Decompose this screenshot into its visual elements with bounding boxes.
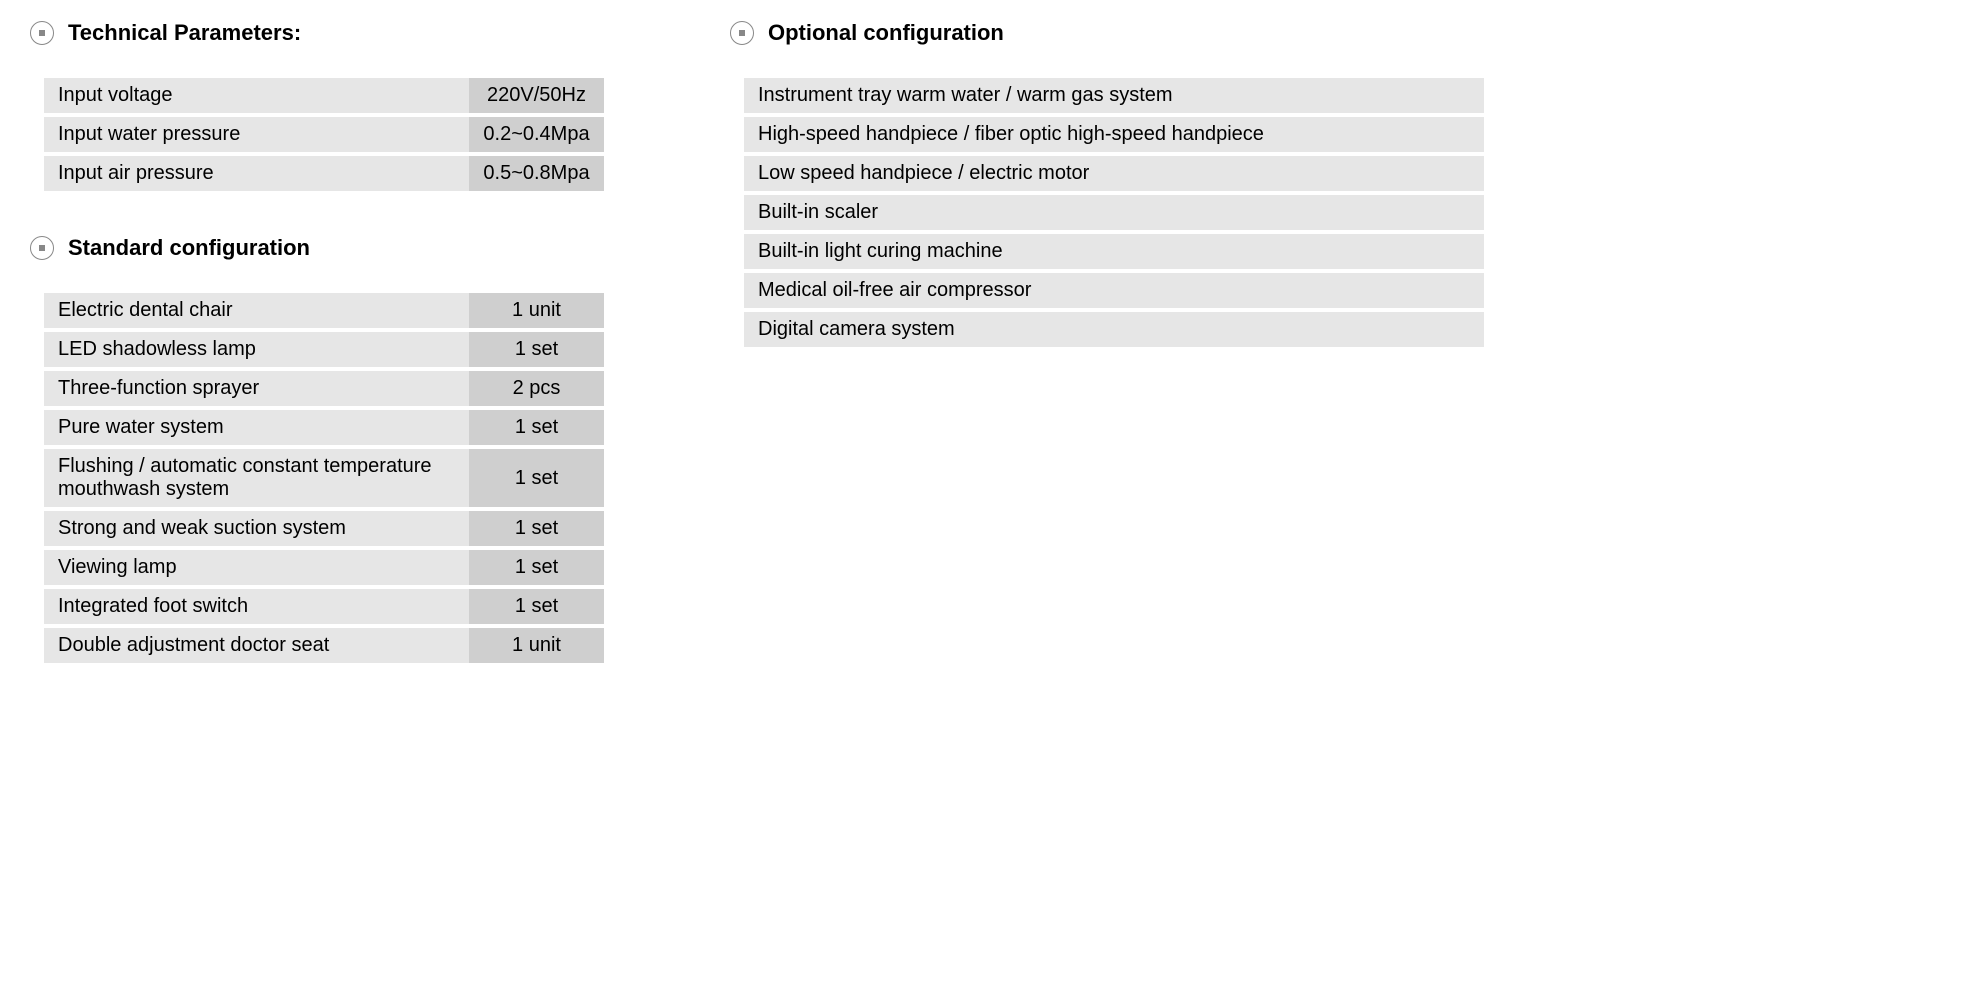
standard-row: LED shadowless lamp1 set bbox=[44, 332, 604, 367]
technical-label: Input air pressure bbox=[44, 156, 469, 191]
technical-row: Input air pressure0.5~0.8Mpa bbox=[44, 156, 604, 191]
technical-label: Input water pressure bbox=[44, 117, 469, 152]
standard-value: 1 set bbox=[469, 332, 604, 367]
standard-row: Integrated foot switch1 set bbox=[44, 589, 604, 624]
bullet-icon bbox=[30, 236, 54, 260]
standard-label: LED shadowless lamp bbox=[44, 332, 469, 367]
optional-item: Low speed handpiece / electric motor bbox=[744, 156, 1484, 191]
technical-value: 0.5~0.8Mpa bbox=[469, 156, 604, 191]
standard-label: Electric dental chair bbox=[44, 293, 469, 328]
optional-row: High-speed handpiece / fiber optic high-… bbox=[744, 117, 1484, 152]
standard-label: Viewing lamp bbox=[44, 550, 469, 585]
standard-value: 1 set bbox=[469, 589, 604, 624]
optional-row: Low speed handpiece / electric motor bbox=[744, 156, 1484, 191]
bullet-icon bbox=[30, 21, 54, 45]
standard-value: 1 set bbox=[469, 410, 604, 445]
optional-title: Optional configuration bbox=[768, 20, 1004, 46]
optional-row: Built-in scaler bbox=[744, 195, 1484, 230]
standard-row: Flushing / automatic constant temperatur… bbox=[44, 449, 604, 507]
optional-item: Built-in scaler bbox=[744, 195, 1484, 230]
section-header: Optional configuration bbox=[730, 20, 1470, 46]
standard-row: Pure water system1 set bbox=[44, 410, 604, 445]
standard-value: 1 unit bbox=[469, 628, 604, 663]
standard-value: 1 set bbox=[469, 550, 604, 585]
technical-label: Input voltage bbox=[44, 78, 469, 113]
section-header: Standard configuration bbox=[30, 235, 590, 261]
page: Technical Parameters: Input voltage220V/… bbox=[30, 20, 1949, 707]
right-column: Optional configuration Instrument tray w… bbox=[730, 20, 1470, 707]
technical-table: Input voltage220V/50HzInput water pressu… bbox=[44, 74, 604, 195]
technical-value: 220V/50Hz bbox=[469, 78, 604, 113]
optional-row: Built-in light curing machine bbox=[744, 234, 1484, 269]
optional-item: Digital camera system bbox=[744, 312, 1484, 347]
standard-value: 2 pcs bbox=[469, 371, 604, 406]
standard-config-section: Standard configuration Electric dental c… bbox=[30, 235, 590, 667]
technical-value: 0.2~0.4Mpa bbox=[469, 117, 604, 152]
standard-row: Electric dental chair1 unit bbox=[44, 293, 604, 328]
technical-row: Input water pressure0.2~0.4Mpa bbox=[44, 117, 604, 152]
technical-parameters-section: Technical Parameters: Input voltage220V/… bbox=[30, 20, 590, 195]
left-column: Technical Parameters: Input voltage220V/… bbox=[30, 20, 590, 707]
standard-row: Double adjustment doctor seat1 unit bbox=[44, 628, 604, 663]
standard-value: 1 set bbox=[469, 511, 604, 546]
standard-row: Viewing lamp1 set bbox=[44, 550, 604, 585]
technical-row: Input voltage220V/50Hz bbox=[44, 78, 604, 113]
optional-item: Built-in light curing machine bbox=[744, 234, 1484, 269]
optional-row: Medical oil-free air compressor bbox=[744, 273, 1484, 308]
standard-row: Three-function sprayer2 pcs bbox=[44, 371, 604, 406]
standard-row: Strong and weak suction system1 set bbox=[44, 511, 604, 546]
standard-label: Integrated foot switch bbox=[44, 589, 469, 624]
standard-title: Standard configuration bbox=[68, 235, 310, 261]
standard-label: Pure water system bbox=[44, 410, 469, 445]
standard-label: Strong and weak suction system bbox=[44, 511, 469, 546]
optional-row: Instrument tray warm water / warm gas sy… bbox=[744, 78, 1484, 113]
optional-table: Instrument tray warm water / warm gas sy… bbox=[744, 74, 1484, 351]
section-header: Technical Parameters: bbox=[30, 20, 590, 46]
optional-item: High-speed handpiece / fiber optic high-… bbox=[744, 117, 1484, 152]
optional-item: Instrument tray warm water / warm gas sy… bbox=[744, 78, 1484, 113]
standard-label: Three-function sprayer bbox=[44, 371, 469, 406]
optional-config-section: Optional configuration Instrument tray w… bbox=[730, 20, 1470, 351]
standard-label: Flushing / automatic constant temperatur… bbox=[44, 449, 469, 507]
standard-table: Electric dental chair1 unitLED shadowles… bbox=[44, 289, 604, 667]
standard-label: Double adjustment doctor seat bbox=[44, 628, 469, 663]
bullet-icon bbox=[730, 21, 754, 45]
standard-value: 1 set bbox=[469, 449, 604, 507]
technical-title: Technical Parameters: bbox=[68, 20, 301, 46]
optional-row: Digital camera system bbox=[744, 312, 1484, 347]
optional-item: Medical oil-free air compressor bbox=[744, 273, 1484, 308]
standard-value: 1 unit bbox=[469, 293, 604, 328]
